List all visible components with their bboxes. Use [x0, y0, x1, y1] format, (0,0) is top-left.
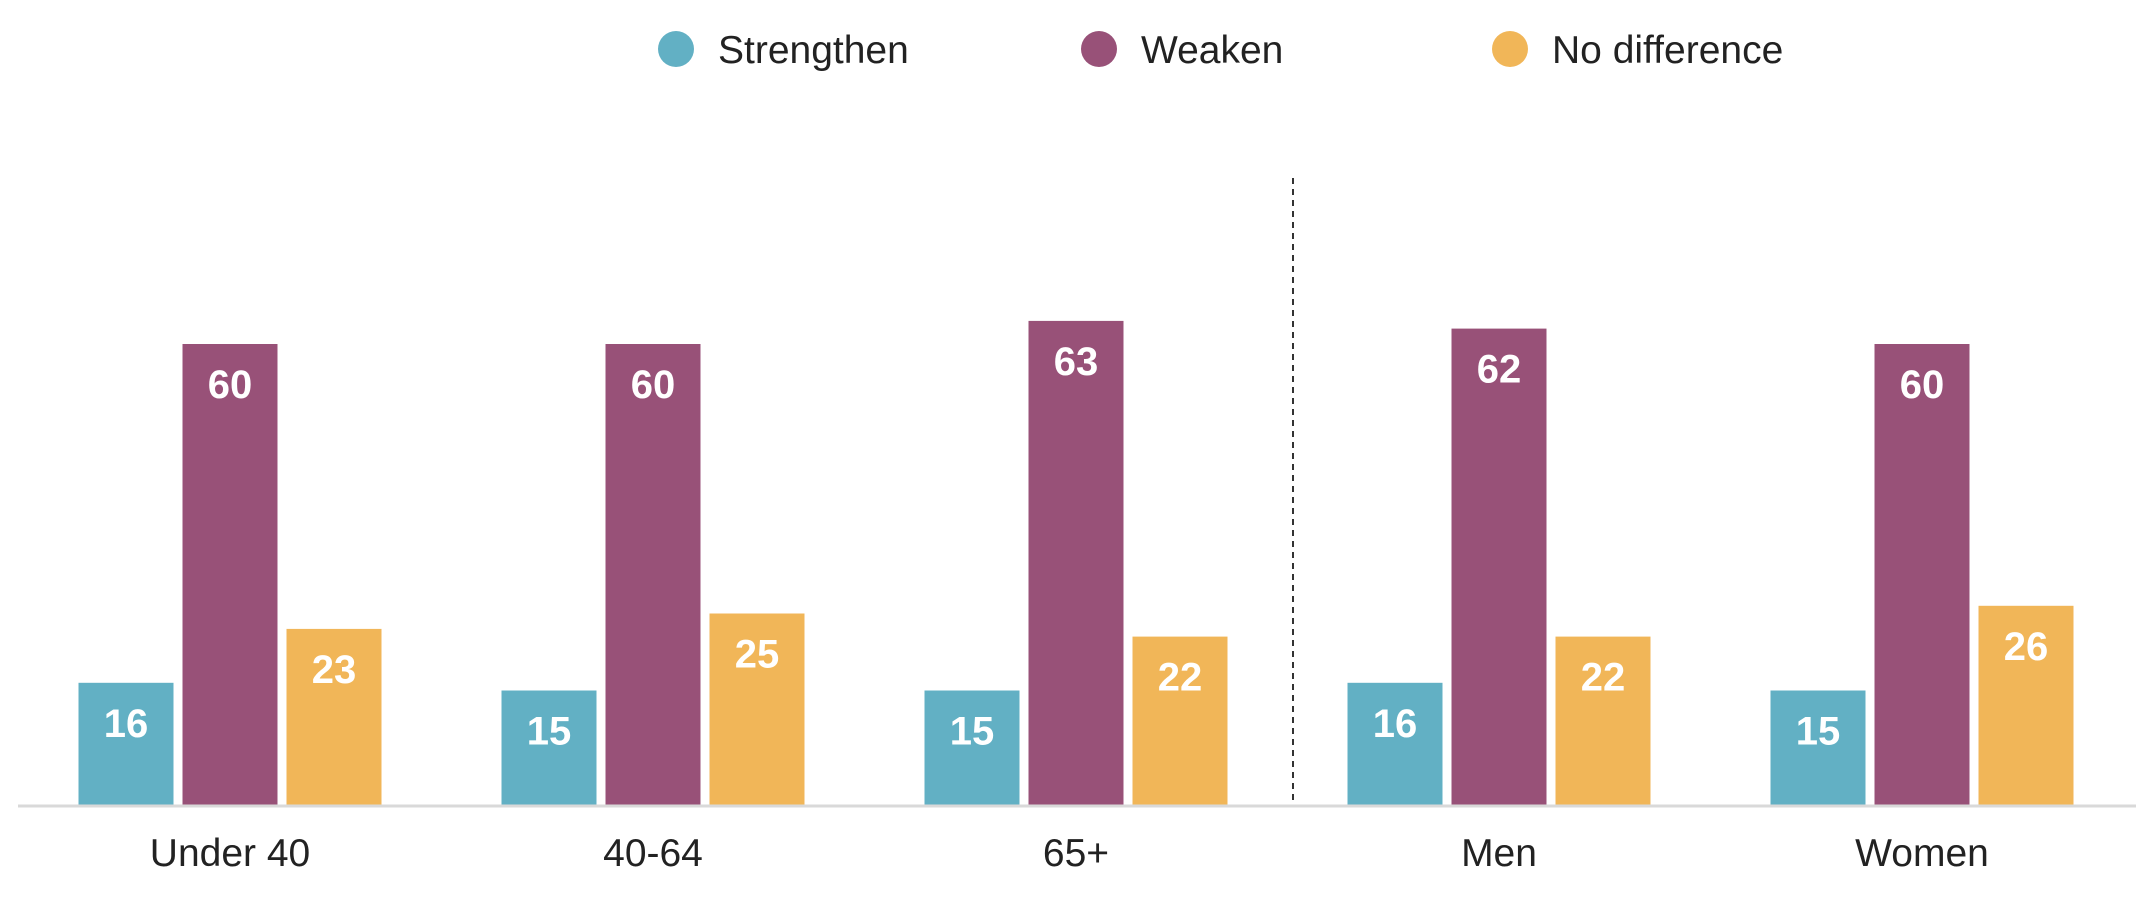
bar-weaken-men	[1451, 328, 1547, 806]
value-label-strengthen-under-40: 16	[104, 702, 149, 746]
bar-strengthen-under-40	[78, 682, 174, 806]
category-label-under-40: Under 40	[150, 832, 310, 875]
value-label-weaken-men: 62	[1477, 348, 1522, 392]
value-label-no-difference-65: 22	[1158, 656, 1203, 700]
value-label-no-difference-men: 22	[1581, 656, 1626, 700]
legend-swatch-weaken	[1081, 31, 1117, 67]
value-label-no-difference-40-64: 25	[735, 633, 780, 677]
legend-swatch-no-difference	[1492, 31, 1528, 67]
value-label-weaken-under-40: 60	[208, 363, 253, 407]
value-label-strengthen-men: 16	[1373, 702, 1418, 746]
bar-strengthen-women	[1770, 690, 1866, 806]
legend: Strengthen Weaken No difference	[658, 29, 1783, 72]
category-labels-layer: Under 40 40-64 65+ Men Women	[150, 832, 1989, 875]
category-label-men: Men	[1461, 832, 1537, 875]
legend-label-no-difference: No difference	[1552, 29, 1783, 72]
bar-weaken-65	[1028, 320, 1124, 806]
bar-no-difference-under-40	[286, 628, 382, 806]
value-label-no-difference-women: 26	[2004, 625, 2049, 669]
bars-layer	[78, 320, 2074, 806]
bar-no-difference-65	[1132, 636, 1228, 806]
bar-strengthen-65	[924, 690, 1020, 806]
value-label-strengthen-women: 15	[1796, 710, 1841, 754]
bar-weaken-women	[1874, 344, 1970, 806]
value-label-strengthen-40-64: 15	[527, 710, 572, 754]
value-label-weaken-40-64: 60	[631, 363, 676, 407]
value-label-strengthen-65: 15	[950, 710, 995, 754]
bar-no-difference-40-64	[709, 613, 805, 806]
bar-strengthen-40-64	[501, 690, 597, 806]
category-label-40-64: 40-64	[603, 832, 703, 875]
value-label-weaken-women: 60	[1900, 363, 1945, 407]
category-label-65: 65+	[1043, 832, 1109, 875]
legend-label-strengthen: Strengthen	[718, 29, 909, 72]
legend-label-weaken: Weaken	[1141, 29, 1283, 72]
legend-swatch-strengthen	[658, 31, 694, 67]
value-label-weaken-65: 63	[1054, 340, 1099, 384]
category-label-women: Women	[1855, 832, 1989, 875]
value-label-no-difference-under-40: 23	[312, 648, 357, 692]
value-labels-layer: 16 60 23 15 60 25 15 63 22 16 62 22 15 60 26	[104, 340, 2049, 754]
bar-no-difference-men	[1555, 636, 1651, 806]
bar-weaken-40-64	[605, 344, 701, 806]
bar-weaken-under-40	[182, 344, 278, 806]
bar-no-difference-women	[1978, 605, 2074, 806]
bar-strengthen-men	[1347, 682, 1443, 806]
